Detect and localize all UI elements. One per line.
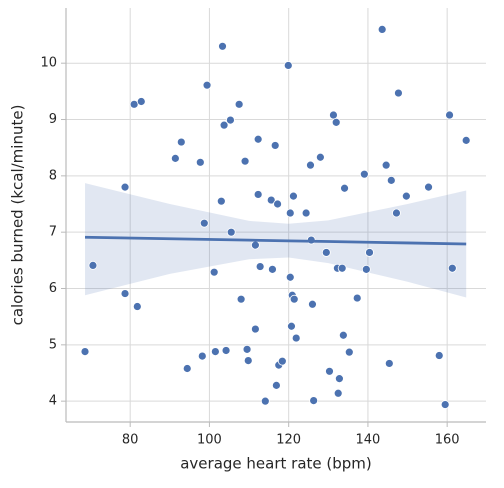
- data-point: [270, 141, 280, 150]
- data-point: [440, 400, 450, 409]
- data-point: [199, 218, 209, 228]
- data-point: [331, 117, 341, 127]
- data-point: [325, 366, 334, 376]
- data-point: [268, 264, 277, 274]
- data-point: [209, 267, 219, 277]
- data-point: [329, 110, 338, 120]
- data-point: [273, 199, 282, 209]
- data-point: [218, 41, 227, 51]
- data-point: [424, 182, 433, 192]
- data-point: [236, 294, 246, 304]
- data-point: [365, 248, 374, 257]
- data-point: [132, 302, 142, 311]
- data-point: [182, 364, 192, 373]
- data-point: [260, 396, 270, 406]
- data-point: [219, 120, 229, 130]
- y-tick-label: 10: [40, 56, 57, 71]
- data-point: [394, 88, 403, 98]
- data-point: [277, 356, 287, 366]
- data-point: [226, 115, 235, 125]
- data-point: [392, 208, 401, 218]
- data-point: [120, 289, 130, 298]
- data-point: [210, 347, 220, 356]
- y-tick-label: 7: [49, 225, 57, 240]
- data-point: [306, 160, 315, 170]
- data-point: [291, 333, 301, 343]
- data-point: [386, 175, 396, 185]
- data-point: [226, 227, 236, 237]
- data-point: [352, 293, 362, 303]
- data-point: [309, 396, 319, 405]
- x-tick-label: 160: [435, 433, 460, 448]
- y-tick-label: 6: [49, 281, 57, 296]
- x-tick-label: 100: [197, 433, 222, 448]
- data-point: [266, 195, 276, 205]
- y-axis-label: calories burned (kcal/minute): [9, 105, 27, 326]
- data-point: [120, 182, 130, 192]
- data-point: [285, 208, 295, 218]
- data-point: [333, 388, 343, 398]
- x-tick-label: 80: [122, 433, 139, 448]
- data-point: [283, 61, 293, 70]
- data-point: [301, 208, 311, 218]
- data-point: [377, 25, 387, 34]
- data-point: [240, 156, 250, 166]
- y-tick-label: 4: [49, 394, 57, 409]
- data-point: [216, 196, 226, 206]
- regression-line: [84, 235, 467, 246]
- data-point: [221, 346, 231, 355]
- data-point: [434, 351, 444, 360]
- y-tick-label: 9: [49, 112, 57, 127]
- data-point: [170, 153, 180, 163]
- data-point: [381, 160, 391, 170]
- data-point: [315, 152, 325, 162]
- x-axis-label: average heart rate (bpm): [180, 455, 372, 473]
- data-point: [253, 134, 263, 144]
- y-tick-label: 5: [49, 337, 57, 352]
- data-point: [285, 272, 295, 282]
- data-point: [234, 99, 244, 109]
- data-point: [242, 344, 252, 354]
- data-point: [250, 240, 260, 250]
- data-point: [289, 191, 298, 201]
- data-point: [243, 356, 253, 366]
- data-point: [308, 299, 317, 309]
- data-point: [401, 191, 411, 201]
- data-point: [136, 97, 146, 106]
- data-point: [271, 380, 281, 390]
- data-point: [447, 263, 457, 273]
- data-point: [334, 374, 344, 384]
- data-point: [340, 183, 349, 193]
- data-point: [88, 261, 98, 270]
- y-tick-label: 8: [49, 168, 57, 183]
- data-point: [337, 263, 347, 273]
- data-point: [344, 347, 354, 357]
- data-point: [250, 324, 260, 334]
- data-point: [195, 157, 205, 167]
- data-point: [384, 359, 394, 368]
- data-point: [287, 321, 296, 331]
- x-tick-label: 140: [356, 433, 381, 448]
- data-point: [255, 262, 265, 271]
- data-point: [359, 169, 369, 179]
- data-point: [445, 110, 454, 120]
- data-point: [338, 330, 348, 340]
- x-tick-label: 120: [276, 433, 301, 448]
- data-point: [202, 80, 212, 90]
- data-point: [461, 135, 471, 145]
- data-point: [80, 347, 90, 356]
- data-point: [176, 137, 186, 147]
- data-point: [361, 264, 371, 274]
- data-point: [253, 190, 263, 199]
- data-point: [289, 294, 299, 304]
- data-point: [321, 248, 331, 257]
- data-point: [197, 351, 207, 361]
